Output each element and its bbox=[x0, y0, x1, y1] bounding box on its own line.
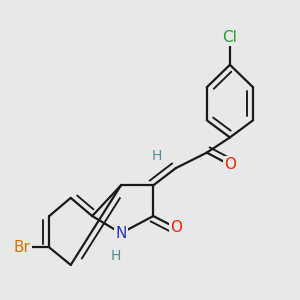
Text: H: H bbox=[110, 249, 121, 263]
Text: O: O bbox=[224, 158, 236, 172]
Text: Br: Br bbox=[14, 240, 30, 255]
Text: O: O bbox=[170, 220, 182, 235]
Text: N: N bbox=[115, 226, 127, 241]
Text: H: H bbox=[152, 149, 162, 163]
Text: Cl: Cl bbox=[223, 30, 237, 45]
